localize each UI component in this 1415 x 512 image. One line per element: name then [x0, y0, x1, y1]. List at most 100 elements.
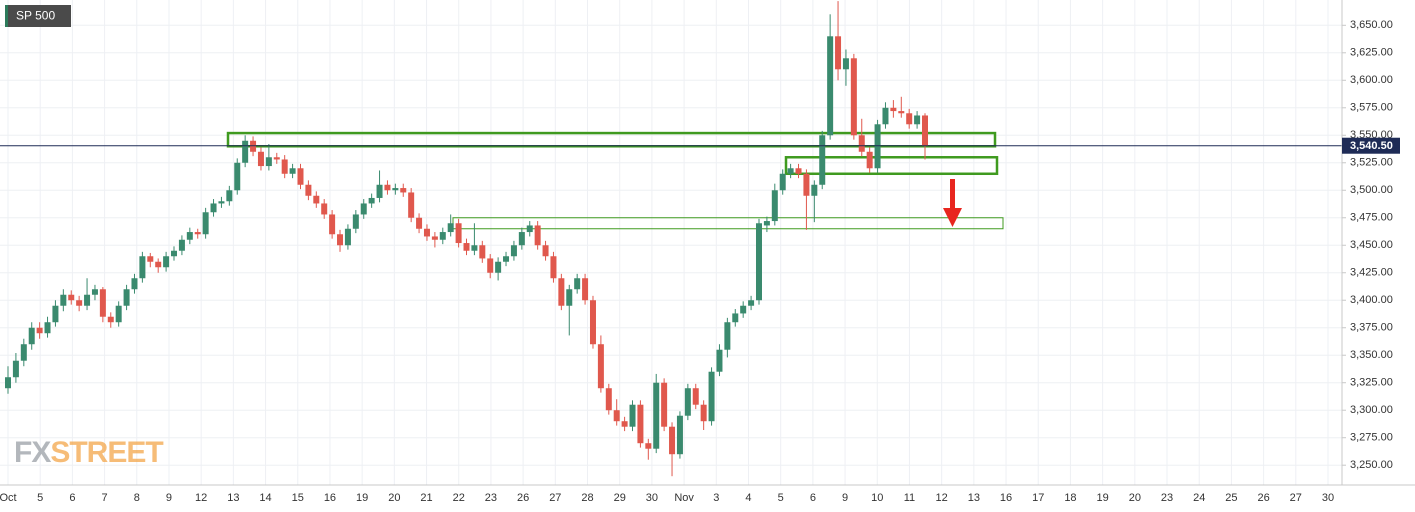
candle-body	[36, 327, 43, 334]
candle-body	[669, 426, 676, 455]
x-tick-label: 30	[1322, 492, 1334, 504]
candle-body	[629, 404, 636, 427]
candle-body	[582, 278, 589, 301]
candle-body	[755, 223, 762, 301]
candle-body	[566, 289, 573, 306]
candle-body	[84, 294, 91, 306]
candle-body	[637, 404, 644, 444]
x-tick-label: 24	[1193, 492, 1205, 504]
candle-body	[360, 203, 367, 215]
candle-body	[542, 245, 549, 257]
candle-body	[898, 111, 905, 114]
candle-body	[344, 228, 351, 246]
x-tick-label: 9	[166, 492, 172, 504]
candle-body	[234, 162, 241, 191]
y-tick-label: 3,600.00	[1350, 74, 1393, 86]
x-tick-label: 29	[614, 492, 626, 504]
y-tick-label: 3,325.00	[1350, 377, 1393, 389]
candle-body	[257, 151, 264, 167]
candle-body	[503, 256, 510, 262]
x-tick-label: 26	[517, 492, 529, 504]
x-tick-label: 3	[713, 492, 719, 504]
x-tick-label: 6	[810, 492, 816, 504]
candle-body	[131, 278, 138, 290]
last-price-label: 3,540.50	[1350, 140, 1393, 152]
y-tick-label: 3,575.00	[1350, 102, 1393, 114]
x-tick-label: 4	[745, 492, 751, 504]
candle-body	[273, 157, 280, 160]
candle-body	[740, 305, 747, 314]
candle-body	[653, 382, 660, 449]
candle-body	[321, 203, 328, 215]
chart-title: SP 500	[16, 9, 55, 23]
candle-body	[827, 36, 834, 136]
candle-body	[787, 168, 794, 174]
arrow-head	[943, 208, 962, 227]
y-tick-label: 3,625.00	[1350, 47, 1393, 59]
last-price-box	[1342, 137, 1400, 154]
candle-body	[368, 197, 375, 204]
y-tick-label: 3,525.00	[1350, 157, 1393, 169]
y-tick-label: 3,500.00	[1350, 184, 1393, 196]
candle-body	[803, 173, 810, 196]
candle-body	[621, 421, 628, 427]
candle-body	[471, 245, 478, 251]
candle-body	[645, 443, 652, 449]
x-tick-label: 14	[259, 492, 271, 504]
candle-body	[76, 300, 83, 306]
candle-body	[589, 300, 596, 345]
candle-body	[700, 404, 707, 422]
x-tick-label: 13	[968, 492, 980, 504]
y-tick-label: 3,250.00	[1350, 459, 1393, 471]
x-tick-label: 27	[549, 492, 561, 504]
candle-body	[661, 382, 668, 427]
candle-body	[858, 135, 865, 152]
x-tick-label: 23	[1161, 492, 1173, 504]
x-tick-label: 13	[227, 492, 239, 504]
watermark-fx: FX	[14, 436, 51, 469]
candle-body	[882, 107, 889, 125]
candle-body	[352, 214, 359, 229]
candle-body	[495, 261, 502, 273]
y-tick-label: 3,400.00	[1350, 294, 1393, 306]
candle-body	[337, 234, 344, 246]
x-tick-label: 19	[356, 492, 368, 504]
candle-body	[123, 289, 130, 306]
y-tick-label: 3,350.00	[1350, 349, 1393, 361]
candle-body	[392, 188, 399, 191]
candle-body	[684, 388, 691, 416]
candle-body	[384, 184, 391, 191]
y-tick-label: 3,425.00	[1350, 267, 1393, 279]
watermark-street: STREET	[50, 436, 163, 469]
candle-body	[155, 261, 162, 268]
candle-body	[795, 168, 802, 174]
candle-body	[289, 168, 296, 174]
candle-body	[724, 322, 731, 350]
candle-body	[226, 190, 233, 202]
x-tick-label: 17	[1032, 492, 1044, 504]
candle-body	[115, 305, 122, 323]
candle-body	[692, 388, 699, 405]
x-tick-label: 26	[1257, 492, 1269, 504]
candle-body	[171, 250, 178, 257]
candle-body	[534, 225, 541, 246]
candle-body	[44, 322, 51, 334]
x-tick-label: 20	[388, 492, 400, 504]
candle-body	[210, 203, 217, 213]
x-tick-label: 21	[420, 492, 432, 504]
x-tick-label: 27	[1290, 492, 1302, 504]
candle-body	[329, 214, 336, 235]
candle-body	[455, 223, 462, 244]
candle-body	[890, 107, 897, 112]
candle-body	[250, 140, 257, 152]
candle-body	[922, 115, 928, 146]
candle-body	[597, 344, 604, 389]
candle-body	[28, 327, 35, 345]
candle-body	[558, 278, 565, 306]
x-tick-label: 16	[1000, 492, 1012, 504]
candle-body	[194, 232, 201, 235]
x-tick-label: 19	[1097, 492, 1109, 504]
